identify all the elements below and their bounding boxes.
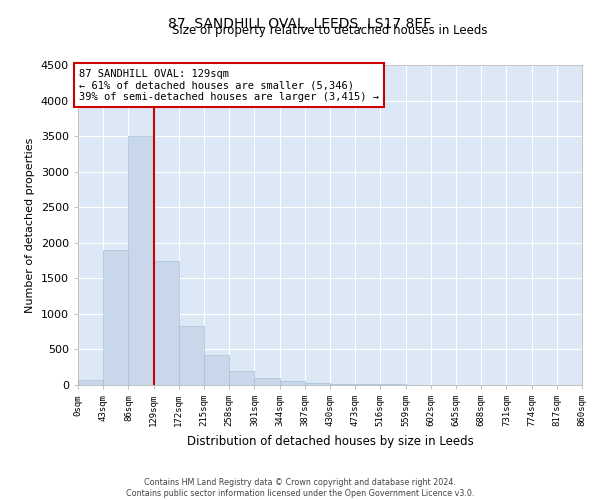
Bar [204,355,229,385]
Bar [305,383,330,385]
Bar [103,250,128,385]
Bar [179,326,204,385]
Bar [128,136,154,385]
Bar [355,384,380,385]
Text: 87, SANDHILL OVAL, LEEDS, LS17 8EF: 87, SANDHILL OVAL, LEEDS, LS17 8EF [169,18,431,32]
Bar [229,371,254,385]
Title: Size of property relative to detached houses in Leeds: Size of property relative to detached ho… [172,24,488,38]
Bar [280,381,305,385]
Bar [154,260,179,385]
Y-axis label: Number of detached properties: Number of detached properties [25,138,35,312]
Text: Contains HM Land Registry data © Crown copyright and database right 2024.
Contai: Contains HM Land Registry data © Crown c… [126,478,474,498]
Bar [330,384,355,385]
X-axis label: Distribution of detached houses by size in Leeds: Distribution of detached houses by size … [187,434,473,448]
Bar [380,384,406,385]
Bar [254,378,280,385]
Bar [78,380,103,385]
Text: 87 SANDHILL OVAL: 129sqm
← 61% of detached houses are smaller (5,346)
39% of sem: 87 SANDHILL OVAL: 129sqm ← 61% of detach… [79,68,379,102]
